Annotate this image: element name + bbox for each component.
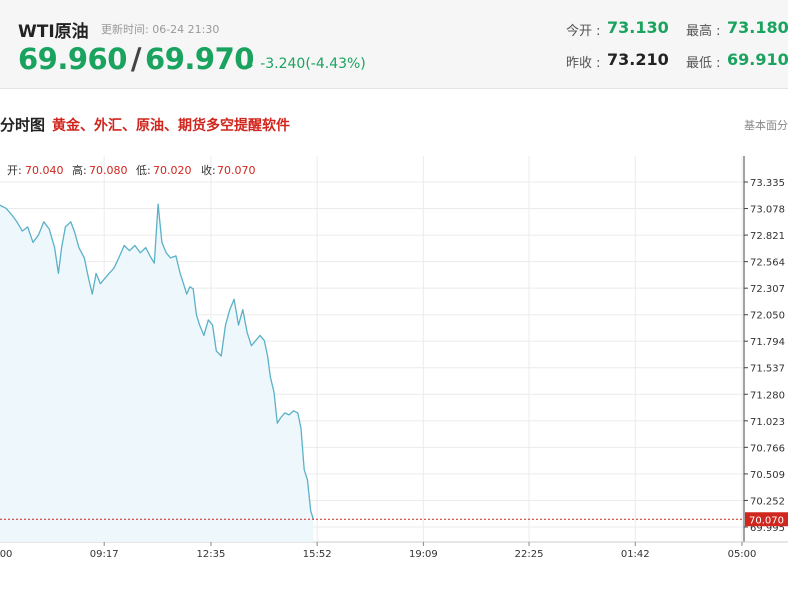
price-area-fill (0, 204, 314, 542)
ohlc-low-value: 70.020 (153, 164, 192, 177)
x-tick-label: 15:52 (303, 549, 332, 560)
ohlc-readout: 开: 70.040 高: 70.080 低: 70.020 收: 70.070 (7, 163, 256, 177)
y-tick-label: 70.766 (750, 443, 785, 454)
ohlc-high-value: 70.080 (89, 164, 128, 177)
x-tick-label: 19:09 (409, 549, 438, 560)
open-label: 今开 : (566, 24, 601, 39)
last-price-tag (745, 512, 788, 527)
alert-software-link[interactable]: 黄金、外汇、原油、期货多空提醒软件 (52, 118, 290, 134)
y-tick-label: 72.564 (750, 258, 785, 269)
y-tick-label: 70.252 (750, 496, 785, 507)
y-tick-label: 72.050 (750, 311, 785, 322)
high-label: 最高 : (686, 24, 721, 39)
prev-close-value: 73.210 (607, 50, 669, 69)
price-separator: / (130, 42, 142, 76)
ohlc-open-value: 70.040 (25, 164, 64, 177)
quote-header: WTI原油 更新时间: 06-24 21:30 69.960/69.970 ↓ … (0, 0, 788, 89)
ohlc-open-label: 开: (7, 164, 22, 177)
y-tick-label: 72.307 (750, 284, 785, 295)
y-tick-label: 72.821 (750, 231, 785, 242)
instrument-title: WTI原油 (18, 22, 89, 42)
down-arrow-icon: ↓ (244, 56, 256, 72)
price-change: ↓ -3.240(-4.43%) (244, 56, 366, 72)
y-tick-label: 71.537 (750, 364, 785, 375)
y-tick-label: 70.509 (750, 470, 785, 481)
chart-area: 73.335 73.078 72.821 72.564 72.307 72.050 71.7… (0, 156, 788, 574)
ohlc-close-value: 70.070 (217, 164, 256, 177)
y-tick-label: 73.078 (750, 205, 785, 216)
high-value: 73.180 (727, 18, 788, 37)
update-value: 06-24 21:30 (152, 23, 220, 36)
ohlc-high-label: 高: (72, 163, 87, 177)
x-tick-label: 01:42 (621, 549, 650, 560)
ohlc-close-label: 收: (201, 163, 216, 177)
bid-price: 69.960 (18, 42, 127, 76)
ohlc-low-label: 低: (136, 164, 151, 177)
fundamentals-link[interactable]: 基本面分 (744, 119, 788, 132)
low-label: 最低 : (686, 56, 721, 71)
low-value: 69.910 (727, 50, 788, 69)
y-axis-ticks: 73.335 73.078 72.821 72.564 72.307 72.050 71.7… (744, 178, 785, 534)
timeshare-title: 分时图 (0, 116, 46, 134)
current-price: 69.960/69.970 (18, 42, 254, 76)
x-tick-label: 06:00 (0, 549, 12, 560)
prev-close-label: 昨收 : (566, 56, 601, 71)
y-tick-label: 71.023 (750, 417, 785, 428)
change-value: -3.240(-4.43%) (260, 56, 366, 72)
x-tick-label: 22:25 (515, 549, 544, 560)
update-label: 更新时间: (101, 23, 149, 36)
x-tick-label: 05:00 (728, 549, 757, 560)
x-axis-ticks: 06:00 09:17 12:35 15:52 19:09 22:25 01:42 05:00 (0, 542, 756, 560)
price-line (0, 203, 315, 520)
ask-price: 69.970 (145, 42, 254, 76)
last-price-tag-label: 70.070 (749, 515, 784, 526)
x-tick-label: 09:17 (90, 549, 119, 560)
update-time: 更新时间: 06-24 21:30 (101, 21, 219, 37)
open-value: 73.130 (607, 18, 669, 37)
y-tick-label: 71.280 (750, 390, 785, 401)
price-chart: 73.335 73.078 72.821 72.564 72.307 72.050 71.7… (0, 156, 788, 560)
x-tick-label: 12:35 (197, 549, 226, 560)
chart-subheader: 分时图 黄金、外汇、原油、期货多空提醒软件 基本面分 (0, 112, 788, 136)
y-tick-label: 69.995 (750, 523, 785, 534)
y-tick-label: 71.794 (750, 337, 785, 348)
y-tick-label: 73.335 (750, 178, 785, 189)
